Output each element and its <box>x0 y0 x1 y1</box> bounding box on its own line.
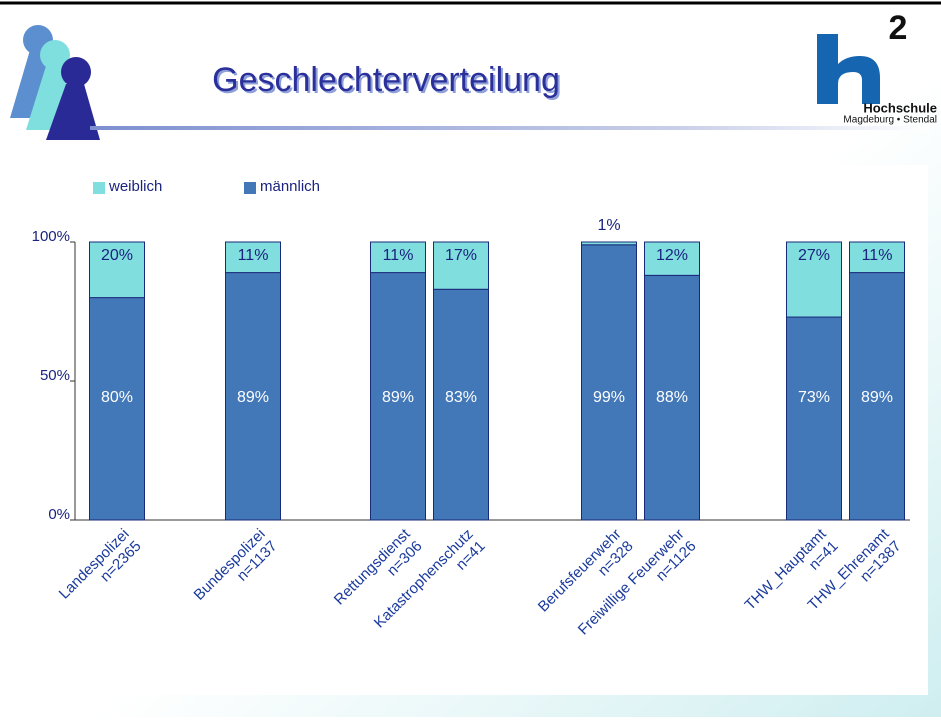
value-label: 89% <box>861 389 893 406</box>
bar-segment <box>433 241 489 290</box>
bar-segment <box>581 244 637 521</box>
logo-name: Hochschule <box>863 100 937 115</box>
value-label: 83% <box>445 389 477 406</box>
value-label: 12% <box>656 247 688 264</box>
bar-segment <box>225 241 281 274</box>
legend-swatch <box>244 182 256 194</box>
bar-segment <box>89 297 145 521</box>
legend-swatch <box>93 182 105 194</box>
value-label: 11% <box>383 247 414 264</box>
legend-label: weiblich <box>108 178 162 195</box>
bar-segment <box>370 241 426 274</box>
bar-segment <box>433 288 489 521</box>
value-label: 88% <box>656 389 688 406</box>
value-label: 73% <box>798 389 830 406</box>
value-label: 17% <box>445 247 477 264</box>
bar-segment <box>849 272 905 521</box>
bar-segment <box>581 241 637 246</box>
bar-segment <box>370 272 426 521</box>
value-label: 11% <box>862 247 893 264</box>
value-label: 99% <box>593 389 625 406</box>
value-label: 20% <box>101 247 133 264</box>
value-label: 11% <box>238 247 269 264</box>
logo: 2 Hochschule Magdeburg • Stendal <box>817 9 937 126</box>
value-label: 27% <box>798 247 830 264</box>
bar-segment <box>89 241 145 299</box>
bar-segment <box>225 272 281 521</box>
bar-segment <box>644 241 700 276</box>
y-tick-label: 100% <box>32 228 70 245</box>
y-tick-label: 50% <box>40 367 70 384</box>
title-shadow: Geschlechterverteilung <box>214 63 562 101</box>
value-label: 80% <box>101 389 133 406</box>
y-tick-label: 0% <box>48 506 70 523</box>
bar-segment <box>786 241 842 318</box>
chart-title: Geschlechterverteilung <box>212 61 560 99</box>
value-label: 89% <box>237 389 269 406</box>
title-rule <box>90 126 930 130</box>
bar-segment <box>644 274 700 521</box>
logo-mark: 2 <box>889 9 908 47</box>
value-label: 89% <box>382 389 414 406</box>
bar-segment <box>849 241 905 274</box>
bar-segment <box>786 316 842 521</box>
legend-label: männlich <box>260 178 320 195</box>
pawn-icons <box>10 25 100 140</box>
value-label: 1% <box>597 217 620 234</box>
logo-place: Magdeburg • Stendal <box>843 115 937 126</box>
